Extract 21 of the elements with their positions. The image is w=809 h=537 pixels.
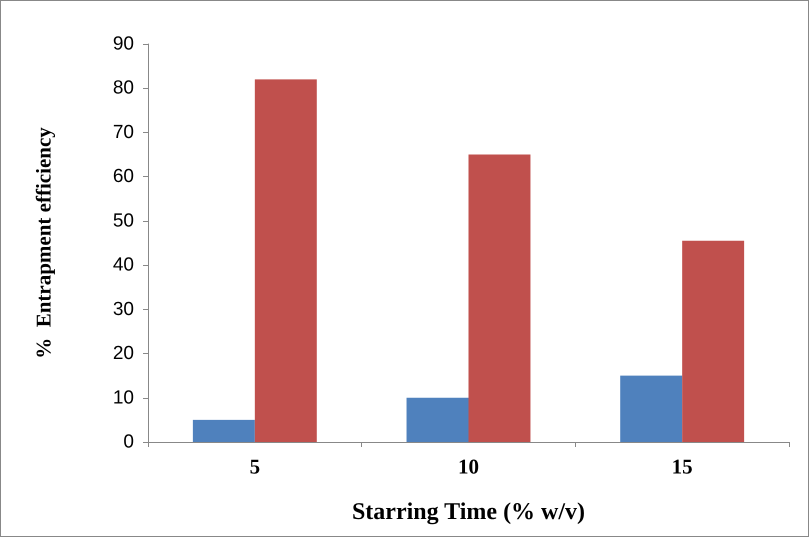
- y-tick-label: 0: [123, 432, 134, 452]
- bar: [192, 420, 255, 442]
- y-tick-label: 10: [112, 387, 134, 408]
- y-tick-label: 50: [112, 210, 134, 232]
- y-tick-label: 90: [112, 34, 134, 54]
- x-tick-label: 15: [672, 454, 693, 478]
- y-tick-label: 30: [112, 298, 134, 320]
- y-tick-label: 70: [112, 122, 134, 143]
- bar: [406, 398, 468, 442]
- bar: [468, 154, 530, 442]
- y-tick-label: 80: [112, 78, 134, 99]
- y-tick-label: 20: [112, 343, 134, 364]
- x-tick-label: 10: [458, 454, 479, 478]
- bar: [682, 240, 744, 442]
- bar: [254, 79, 317, 442]
- bar: [620, 376, 682, 442]
- x-tick-label: 5: [250, 454, 260, 478]
- y-axis-title: % Entrapment efficiency: [32, 126, 56, 359]
- y-tick-label: 60: [112, 166, 134, 188]
- y-tick-label: 40: [112, 254, 134, 276]
- x-axis-title: Starring Time (% w/v): [352, 499, 586, 525]
